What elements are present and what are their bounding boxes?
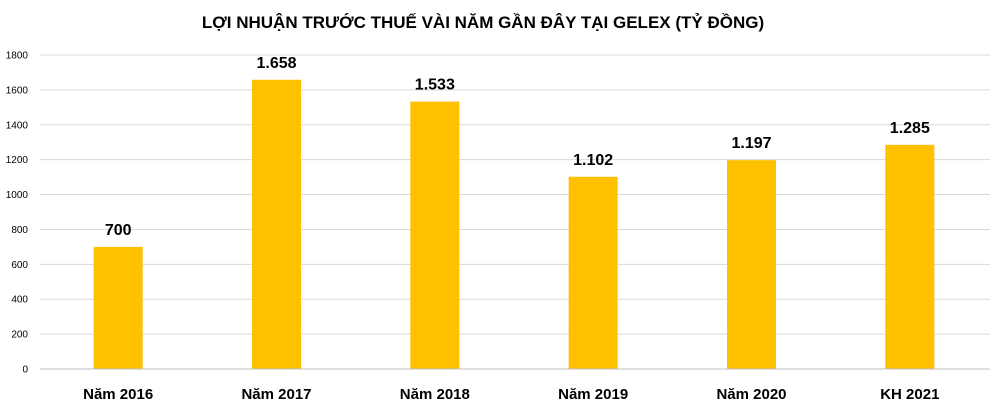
x-tick-label: Năm 2020 [716, 386, 786, 403]
y-tick-label: 0 [22, 365, 28, 376]
y-tick-label: 1800 [6, 51, 29, 62]
data-labels: 700 1.658 1.533 1.102 1.197 1.285 [105, 55, 930, 239]
bar [93, 246, 143, 369]
x-tick-label: KH 2021 [880, 386, 939, 403]
x-tick-label: Năm 2017 [241, 386, 311, 403]
x-tick-label: Năm 2019 [558, 386, 628, 403]
bar [727, 160, 776, 369]
bar [568, 176, 618, 369]
y-tick-label: 1000 [6, 190, 29, 201]
bar [252, 79, 301, 369]
y-tick-label: 200 [11, 330, 28, 341]
x-tick-label: Năm 2016 [83, 386, 153, 403]
y-axis-tick-labels: 0 200 400 600 800 1000 1200 1400 1600 1800 [6, 51, 29, 376]
y-tick-label: 400 [11, 295, 28, 306]
chart-title: LỢI NHUẬN TRƯỚC THUẾ VÀI NĂM GẦN ĐÂY TẠI… [202, 13, 764, 32]
y-tick-label: 600 [11, 260, 28, 271]
data-label: 1.102 [573, 152, 613, 169]
data-label: 1.658 [256, 55, 296, 72]
x-axis-tick-labels: Năm 2016 Năm 2017 Năm 2018 Năm 2019 Năm 2020… [83, 386, 939, 403]
bar [410, 101, 460, 370]
y-tick-label: 800 [11, 225, 28, 236]
bar [885, 144, 935, 369]
y-tick-label: 1200 [6, 155, 29, 166]
y-tick-label: 1400 [6, 120, 29, 131]
data-label: 1.285 [890, 120, 930, 137]
bars [93, 79, 935, 370]
y-tick-label: 1600 [6, 85, 29, 96]
data-label: 1.197 [731, 135, 771, 152]
x-tick-label: Năm 2018 [400, 386, 470, 403]
data-label: 700 [105, 222, 132, 239]
gridlines [40, 54, 990, 335]
data-label: 1.533 [415, 77, 455, 94]
